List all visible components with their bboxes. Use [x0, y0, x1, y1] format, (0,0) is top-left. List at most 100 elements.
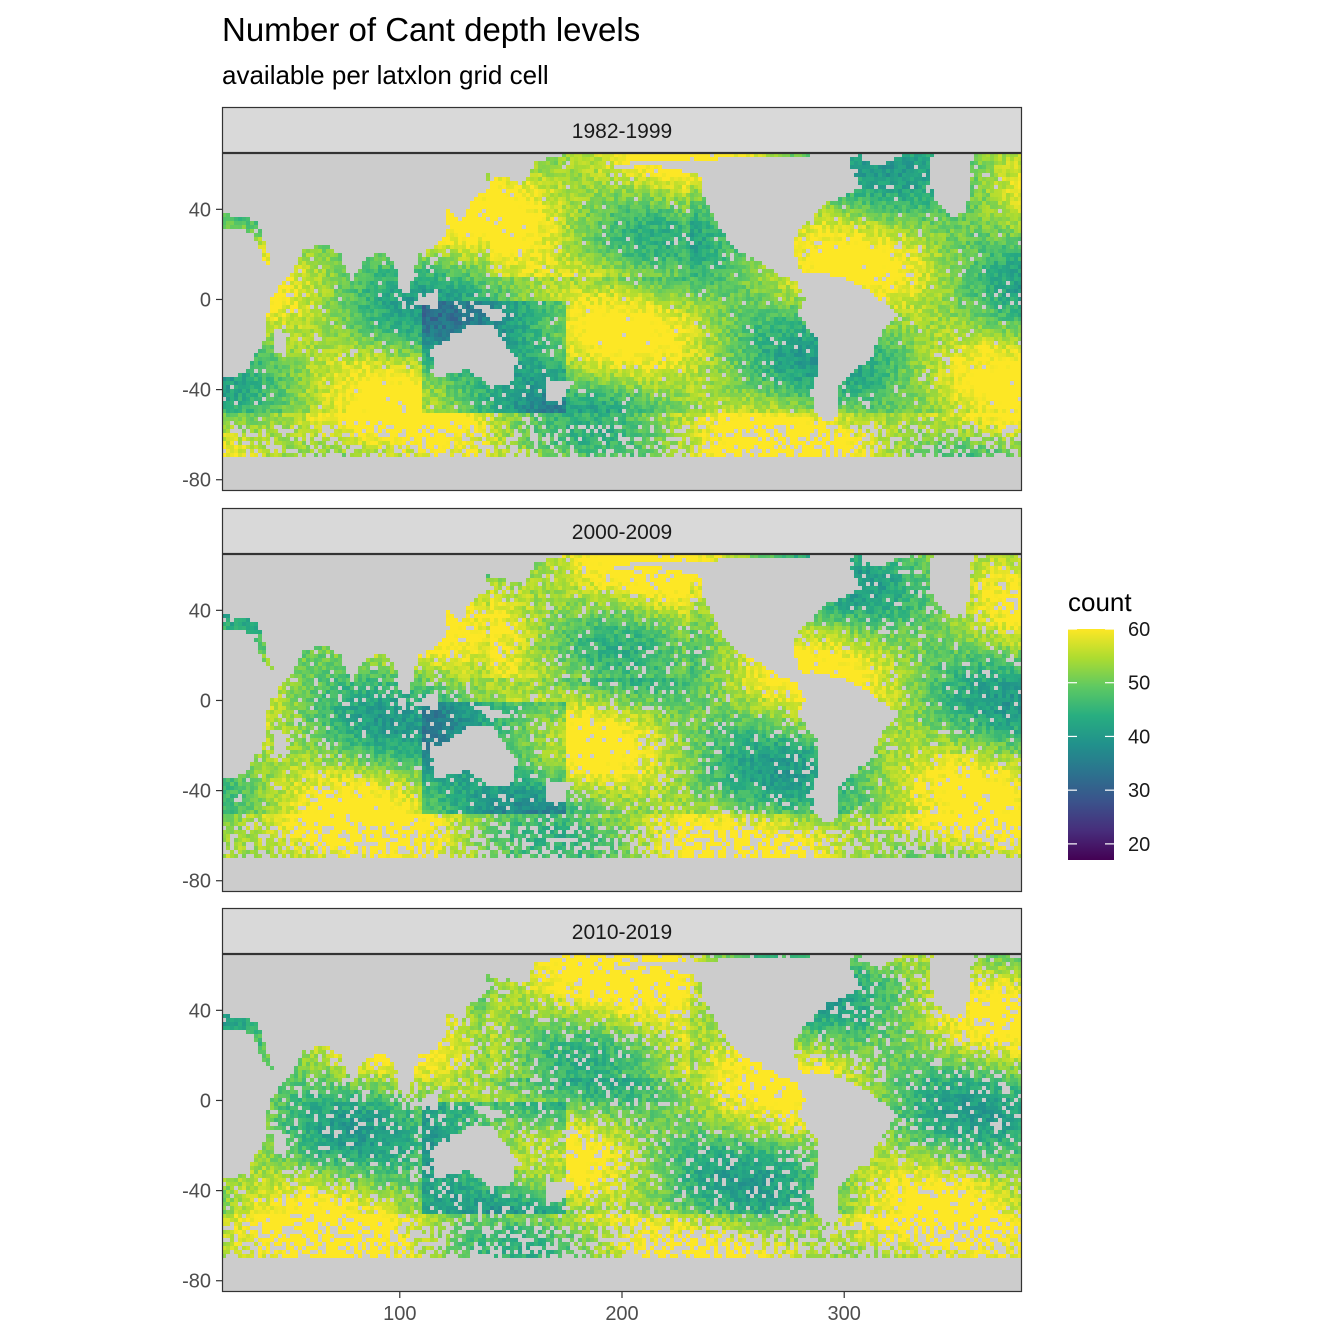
heatmap-cell — [462, 257, 466, 261]
heatmap-cell — [982, 265, 986, 269]
heatmap-cell — [706, 233, 710, 237]
heatmap-cell — [454, 241, 458, 245]
heatmap-cell — [642, 249, 646, 253]
heatmap-cell — [302, 309, 306, 313]
heatmap-cell — [478, 233, 482, 237]
heatmap-cell — [766, 313, 770, 317]
heatmap-cell — [542, 209, 546, 213]
heatmap-cell — [1002, 257, 1006, 261]
heatmap-cell — [450, 277, 454, 281]
heatmap-cell — [554, 209, 558, 213]
heatmap-cell — [498, 269, 502, 273]
heatmap-cell — [458, 309, 462, 313]
heatmap-cell — [526, 241, 530, 245]
heatmap-cell — [978, 189, 982, 193]
heatmap-cell — [910, 213, 914, 217]
heatmap-cell — [762, 277, 766, 281]
heatmap-cell — [626, 313, 630, 317]
heatmap-cell — [386, 289, 390, 293]
heatmap-cell — [718, 237, 722, 241]
heatmap-cell — [346, 293, 350, 297]
heatmap-cell — [630, 273, 634, 277]
heatmap-cell — [366, 313, 370, 317]
heatmap-cell — [562, 209, 566, 213]
heatmap-cell — [346, 301, 350, 305]
heatmap-cell — [522, 285, 526, 289]
heatmap-cell — [386, 277, 390, 281]
heatmap-cell — [486, 173, 490, 177]
heatmap-cell — [574, 189, 578, 193]
heatmap-cell — [554, 173, 558, 177]
heatmap-cell — [538, 173, 542, 177]
heatmap-cell — [502, 289, 506, 293]
heatmap-cell — [650, 285, 654, 289]
heatmap-cell — [566, 217, 570, 221]
heatmap-cell — [846, 205, 850, 209]
heatmap-cell — [1014, 225, 1018, 229]
heatmap-cell — [858, 273, 862, 277]
heatmap-cell — [934, 277, 938, 281]
heatmap-cell — [858, 209, 862, 213]
heatmap-cell — [478, 313, 482, 317]
heatmap-cell — [986, 221, 990, 225]
heatmap-cell — [338, 253, 342, 257]
heatmap-cell — [674, 193, 678, 197]
heatmap-cell — [538, 245, 542, 249]
heatmap-cell — [534, 309, 538, 313]
heatmap-cell — [950, 269, 954, 273]
heatmap-cell — [1002, 297, 1006, 301]
heatmap-cell — [958, 221, 962, 225]
heatmap-cell — [694, 237, 698, 241]
heatmap-cell — [902, 217, 906, 221]
heatmap-cell — [986, 157, 990, 161]
heatmap-cell — [502, 241, 506, 245]
heatmap-cell — [986, 217, 990, 221]
heatmap-cell — [774, 293, 778, 297]
heatmap-cell — [426, 257, 430, 261]
heatmap-cell — [1002, 197, 1006, 201]
heatmap-cell — [366, 257, 370, 261]
heatmap-cell — [458, 245, 462, 249]
heatmap-cell — [938, 289, 942, 293]
heatmap-cell — [426, 309, 430, 313]
heatmap-cell — [534, 249, 538, 253]
heatmap-cell — [654, 281, 658, 285]
heatmap-cell — [674, 169, 678, 173]
heatmap-cell — [502, 237, 506, 241]
heatmap-cell — [910, 189, 914, 193]
heatmap-cell — [634, 277, 638, 281]
heatmap-cell — [974, 273, 978, 277]
heatmap-cell — [774, 289, 778, 293]
heatmap-cell — [886, 241, 890, 245]
heatmap-cell — [386, 269, 390, 273]
heatmap-cell — [602, 245, 606, 249]
heatmap-cell — [734, 297, 738, 301]
heatmap-cell — [638, 177, 642, 181]
heatmap-cell — [890, 161, 894, 165]
heatmap-cell — [650, 261, 654, 265]
heatmap-cell — [870, 225, 874, 229]
heatmap-cell — [662, 289, 666, 293]
heatmap-cell — [462, 233, 466, 237]
heatmap-cell — [762, 265, 766, 269]
heatmap-cell — [762, 285, 766, 289]
heatmap-cell — [782, 313, 786, 317]
heatmap-cell — [622, 285, 626, 289]
heatmap-cell — [626, 293, 630, 297]
heatmap-cell — [1010, 285, 1014, 289]
heatmap-cell — [882, 245, 886, 249]
heatmap-cell — [334, 269, 338, 273]
heatmap-cell — [566, 165, 570, 169]
heatmap-cell — [674, 197, 678, 201]
heatmap-cell — [974, 177, 978, 181]
chart-title: Number of Cant depth levels — [222, 11, 640, 48]
heatmap-cell — [646, 265, 650, 269]
heatmap-cell — [726, 253, 730, 257]
heatmap-cell — [638, 197, 642, 201]
heatmap-cell — [274, 297, 278, 301]
heatmap-cell — [966, 285, 970, 289]
heatmap-cell — [930, 277, 934, 281]
heatmap-cell — [894, 189, 898, 193]
heatmap-cell — [1014, 265, 1018, 269]
heatmap-cell — [490, 197, 494, 201]
